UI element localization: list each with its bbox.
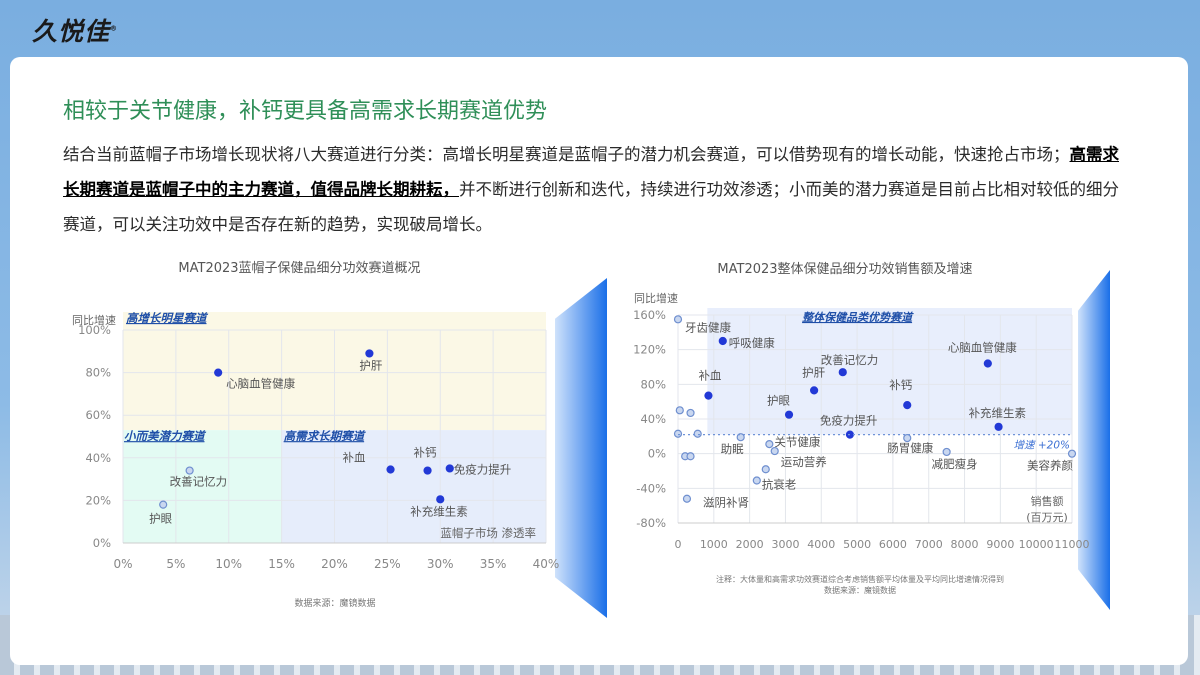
summary-paragraph: 结合当前蓝帽子市场增长现状将八大赛道进行分类：高增长明星赛道是蓝帽子的潜力机会赛… bbox=[63, 137, 1123, 242]
paragraph-text: 结合当前蓝帽子市场增长现状将八大赛道进行分类：高增长明星赛道是蓝帽子的潜力机会赛… bbox=[63, 145, 1070, 164]
decor-wedge bbox=[1078, 270, 1110, 610]
page-title: 相较于关节健康，补钙更具备高需求长期赛道优势 bbox=[63, 99, 548, 124]
paragraph-emphasis: 高需求长期赛道是蓝帽子中的主力赛道，值得品牌长期耕耘， bbox=[63, 145, 1119, 199]
decor-wedge bbox=[555, 278, 607, 618]
brand-logo: 久悦佳® bbox=[32, 17, 119, 46]
paragraph-text: 并不断进行创新和迭代，持续进行功效渗透；小而美的潜力赛道是目前占比相对较低的细分… bbox=[63, 180, 1119, 234]
